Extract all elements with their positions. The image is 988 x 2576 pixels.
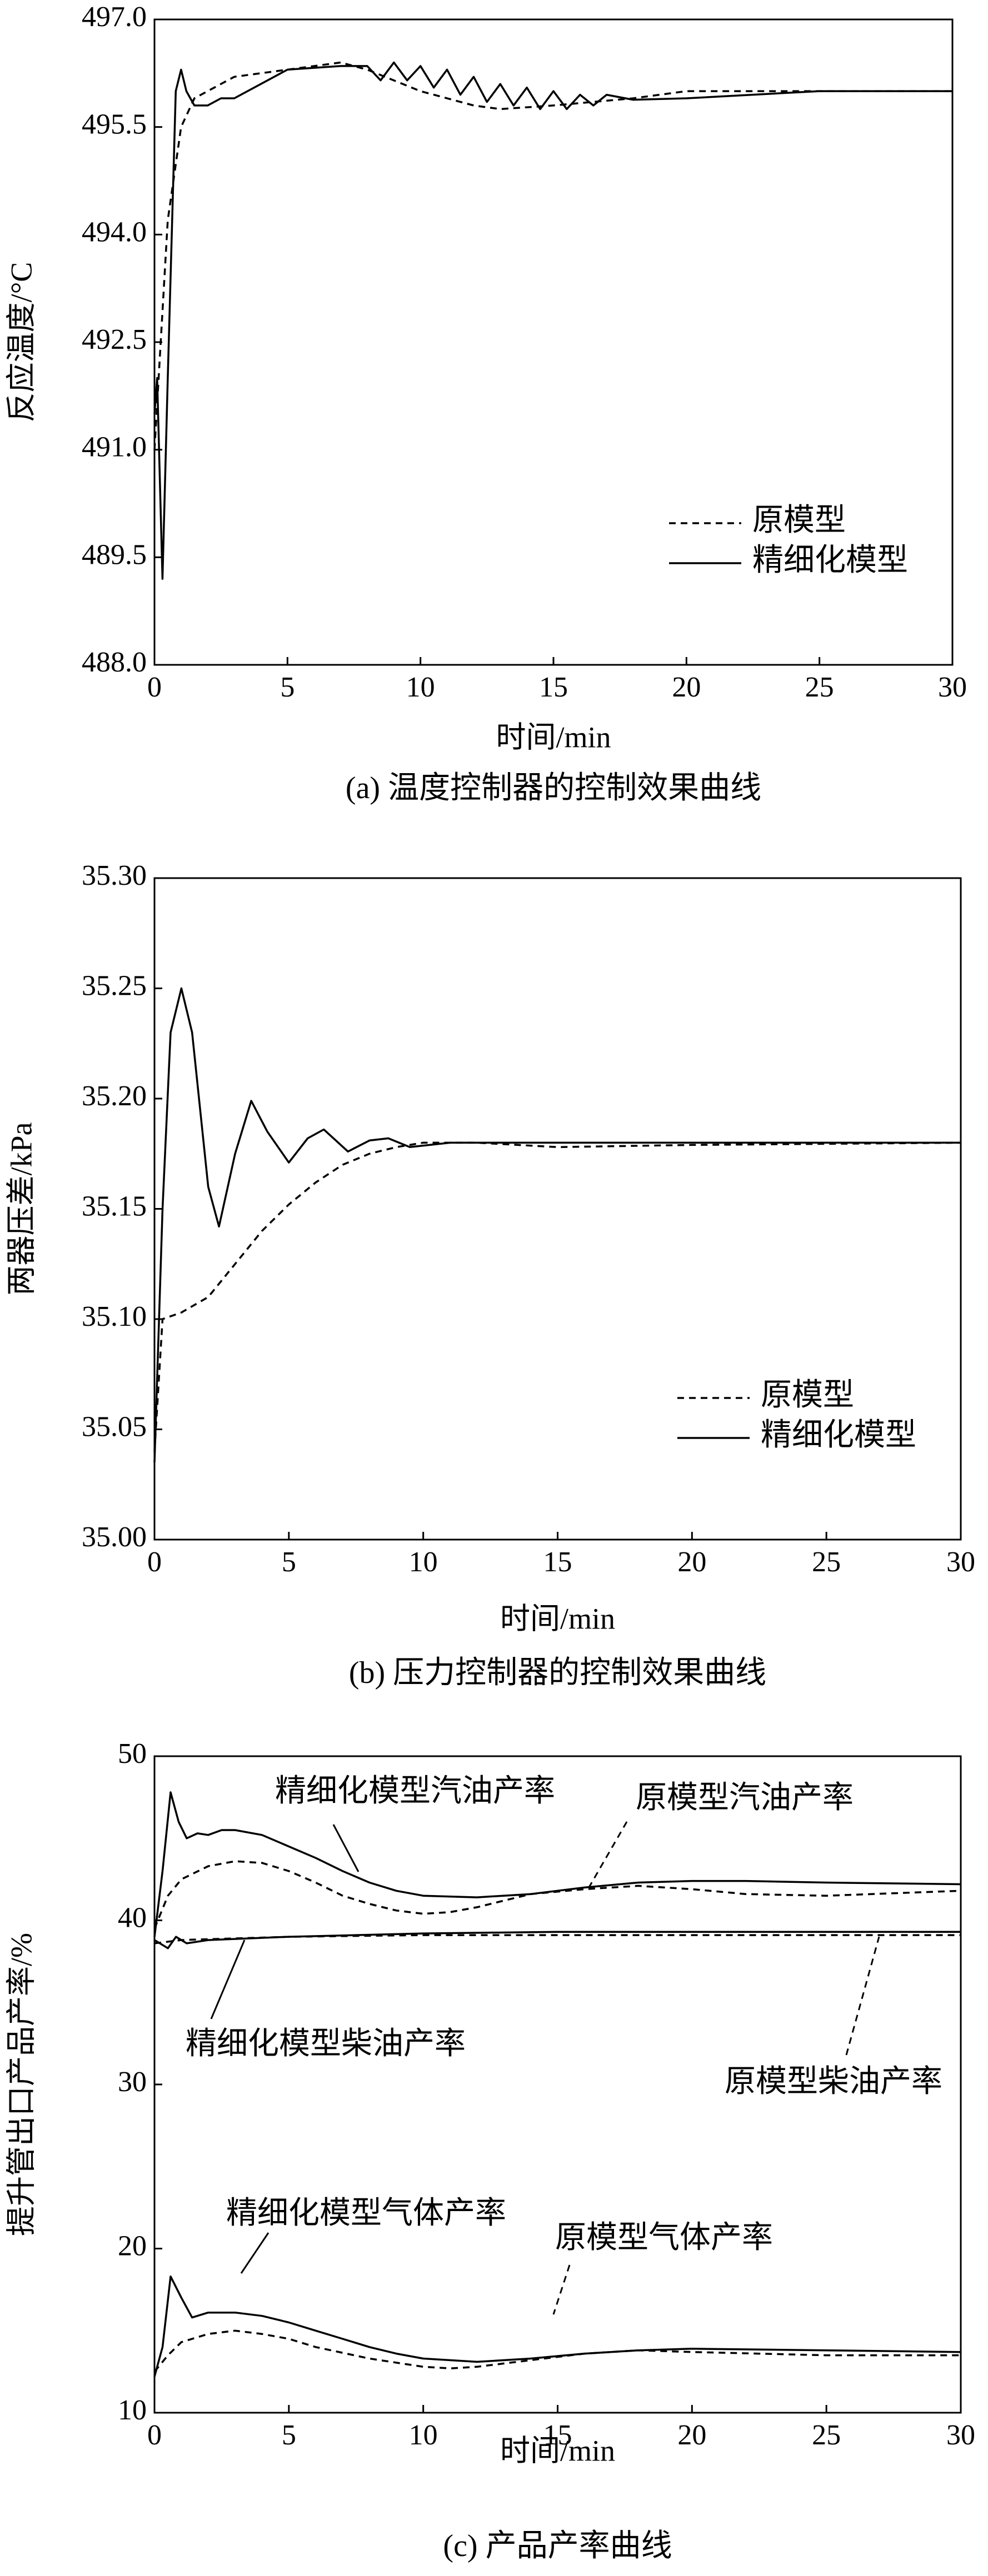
x-tick-label: 30 (946, 1546, 975, 1578)
x-tick-label: 25 (805, 671, 834, 703)
chart-caption: (b) 压力控制器的控制效果曲线 (349, 1656, 766, 1690)
series-line (153, 61, 952, 580)
x-axis-label: 时间/min (500, 2434, 615, 2467)
x-tick-label: 5 (282, 1546, 296, 1578)
y-tick-label: 35.30 (82, 860, 147, 891)
chart-caption: (a) 温度控制器的控制效果曲线 (346, 771, 761, 805)
y-tick-label: 35.15 (82, 1190, 147, 1222)
annotation-label: 精细化模型汽油产率 (275, 1774, 555, 1808)
y-tick-label: 488.0 (82, 646, 147, 678)
y-axis-label: 两器压差/kPa (4, 1122, 38, 1295)
chart-caption: (c) 产品产率曲线 (443, 2529, 672, 2563)
y-tick-label: 489.5 (82, 539, 147, 570)
y-tick-label: 50 (118, 1738, 147, 1770)
x-tick-label: 15 (543, 2419, 572, 2451)
series-line (154, 1934, 961, 1944)
y-tick-label: 495.5 (82, 109, 147, 141)
y-tick-label: 492.5 (82, 324, 147, 355)
legend-label: 精细化模型 (752, 543, 908, 578)
x-tick-label: 30 (938, 671, 967, 703)
x-tick-label: 15 (539, 671, 568, 703)
y-axis-label: 提升管出口产品产率/% (4, 1933, 38, 2236)
annotation-label: 原模型汽油产率 (636, 1781, 854, 1815)
y-tick-label: 491.0 (82, 432, 147, 463)
annotation-label: 精细化模型气体产率 (226, 2196, 506, 2231)
series-line (153, 61, 952, 450)
annotation-leader (210, 1939, 246, 2019)
x-tick-label: 20 (672, 671, 701, 703)
legend-label: 原模型 (761, 1378, 854, 1412)
x-tick-label: 5 (280, 671, 295, 703)
y-tick-label: 35.20 (82, 1080, 147, 1112)
y-tick-label: 35.05 (82, 1411, 147, 1442)
y-tick-label: 35.00 (82, 1521, 147, 1553)
y-tick-label: 497.0 (82, 1, 147, 33)
x-tick-label: 0 (147, 2419, 162, 2451)
x-tick-label: 20 (677, 1546, 706, 1578)
series-line (153, 987, 961, 1463)
annotation-leader (845, 1936, 880, 2056)
series-line (153, 1860, 961, 1929)
x-tick-label: 20 (677, 2419, 706, 2451)
series-line (153, 2275, 961, 2377)
y-tick-label: 30 (118, 2066, 147, 2098)
x-tick-label: 10 (406, 671, 435, 703)
y-tick-label: 494.0 (82, 216, 147, 248)
x-tick-label: 0 (147, 671, 162, 703)
x-tick-label: 5 (282, 2419, 296, 2451)
annotation-label: 精细化模型柴油产率 (186, 2027, 466, 2061)
legend-label: 原模型 (752, 503, 846, 538)
annotation-leader (588, 1821, 628, 1888)
x-tick-label: 10 (409, 1546, 438, 1578)
annotation-leader (332, 1824, 360, 1872)
series-line (153, 2329, 961, 2373)
annotation-label: 原模型气体产率 (555, 2221, 773, 2255)
legend-label: 精细化模型 (761, 1418, 916, 1452)
x-tick-label: 25 (812, 2419, 841, 2451)
y-tick-label: 35.25 (82, 970, 147, 1001)
x-axis-label: 时间/min (500, 1602, 615, 1635)
y-axis-label: 反应温度/°C (4, 262, 38, 423)
annotation-leader (552, 2264, 571, 2315)
x-tick-label: 15 (543, 1546, 572, 1578)
x-tick-label: 30 (946, 2419, 975, 2451)
x-tick-label: 0 (147, 1546, 162, 1578)
annotation-label: 原模型柴油产率 (725, 2064, 942, 2099)
y-tick-label: 10 (118, 2394, 147, 2426)
annotation-leader (240, 2232, 270, 2274)
y-tick-label: 20 (118, 2230, 147, 2262)
x-tick-label: 25 (812, 1546, 841, 1578)
series-line (153, 1791, 961, 1937)
x-axis-label: 时间/min (496, 720, 611, 754)
y-tick-label: 35.10 (82, 1301, 147, 1332)
x-tick-label: 10 (409, 2419, 438, 2451)
series-line (153, 1141, 961, 1452)
y-tick-label: 40 (118, 1902, 147, 1933)
